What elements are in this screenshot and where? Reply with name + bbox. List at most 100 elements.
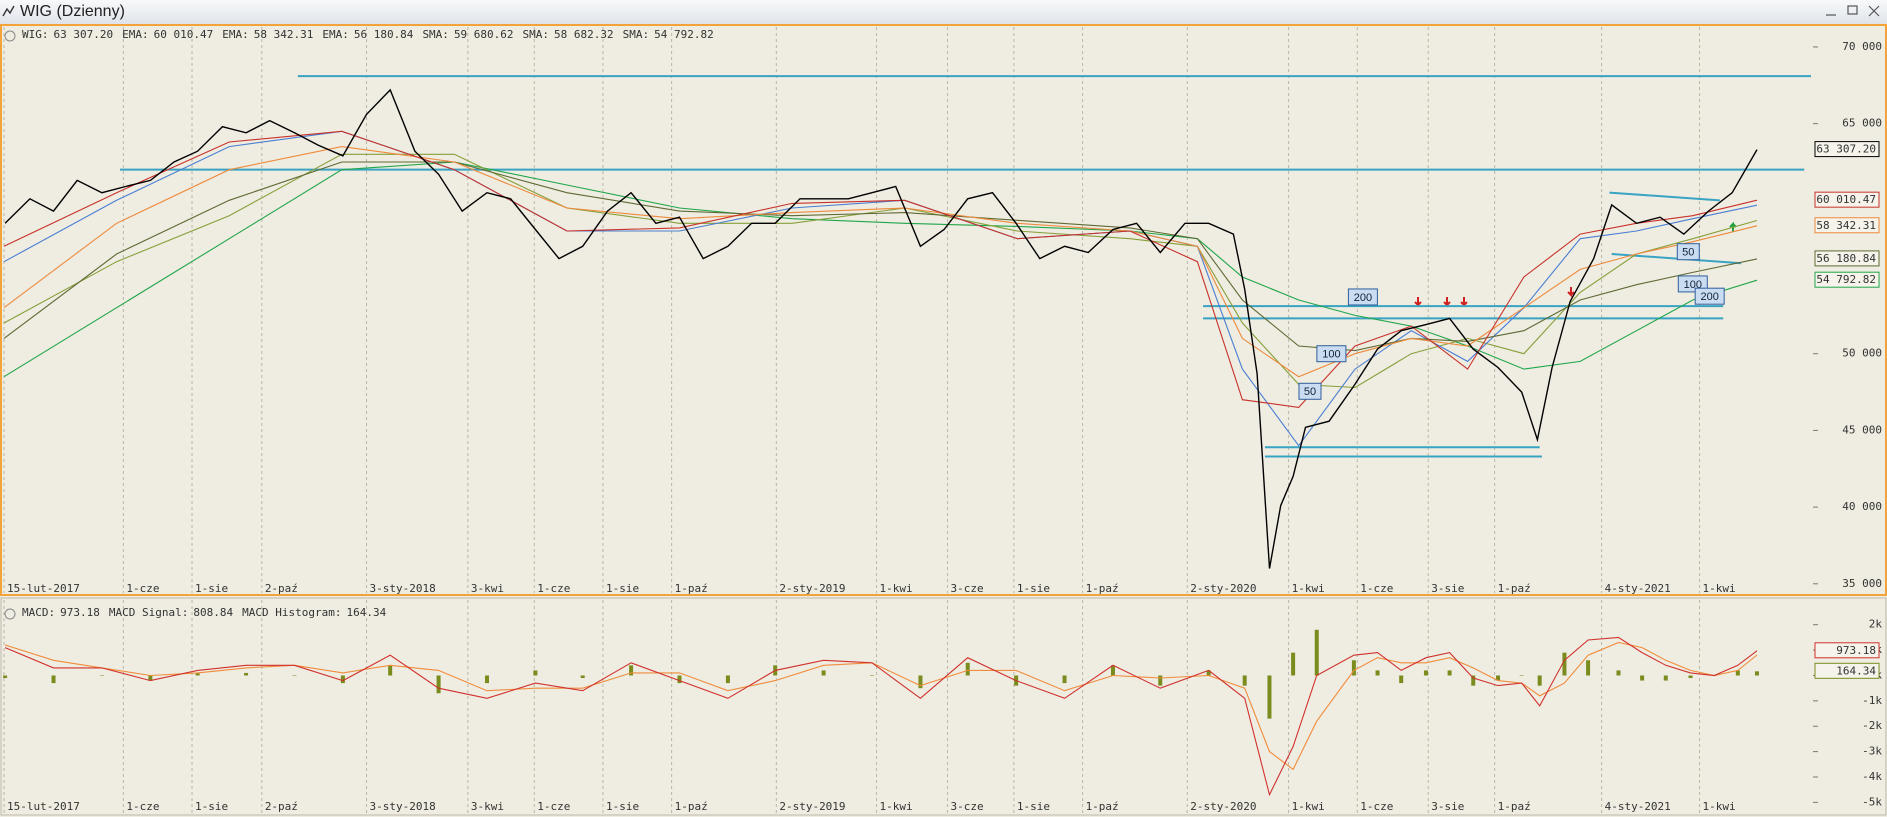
x-tick-label: 2-sty-2019 — [779, 800, 845, 813]
x-tick-label: 2-paź — [265, 582, 298, 595]
legend-value: 973.18 — [60, 606, 100, 619]
legend-name: MACD: — [22, 606, 55, 619]
last-value-label: 58 342.31 — [1816, 219, 1876, 232]
last-value-label: 56 180.84 — [1816, 252, 1876, 265]
y-tick-label: -5k — [1862, 795, 1882, 808]
x-tick-label: 3-kwi — [471, 800, 504, 813]
y-tick-label: 2k — [1869, 618, 1883, 631]
y-tick-label: 50 000 — [1842, 347, 1882, 360]
legend-name: EMA: — [322, 28, 349, 41]
price-panel — [0, 24, 1887, 596]
x-tick-label: 1-sie — [195, 582, 228, 595]
y-tick-label: 40 000 — [1842, 500, 1882, 513]
x-tick-label: 3-cze — [950, 800, 983, 813]
histogram-bar — [388, 665, 393, 676]
x-tick-label: 1-paź — [1086, 582, 1119, 595]
x-tick-label: 15-lut-2017 — [7, 800, 80, 813]
ma-marker — [1347, 288, 1378, 306]
x-tick-label: 1-cze — [537, 800, 570, 813]
ma-marker-label: 50 — [1682, 247, 1694, 259]
histogram-bar — [1754, 671, 1759, 676]
histogram-bar — [1423, 670, 1428, 676]
window-icon — [2, 5, 15, 17]
last-value-label: 63 307.20 — [1816, 143, 1876, 156]
macd-panel — [0, 597, 1887, 816]
ma-marker — [1694, 287, 1725, 305]
x-tick-label: 1-sie — [606, 800, 639, 813]
histogram-bar — [484, 675, 489, 684]
legend-name: SMA: — [523, 28, 550, 41]
histogram-bar — [1314, 629, 1319, 676]
histogram-bar — [340, 675, 345, 684]
series-line — [4, 88, 1758, 569]
x-tick-label: 1-kwi — [1292, 582, 1325, 595]
ma-marker-label: 100 — [1322, 349, 1340, 361]
last-value-box — [1814, 662, 1880, 679]
histogram-bar — [99, 675, 104, 676]
histogram-bar — [1537, 675, 1542, 686]
ma-marker — [1676, 243, 1700, 261]
histogram-bar — [1586, 660, 1591, 676]
last-value-box — [1814, 191, 1880, 208]
ma-marker-label: 50 — [1304, 386, 1316, 398]
histogram-bar — [1206, 670, 1211, 676]
last-value-box — [1814, 271, 1880, 288]
legend-name: MACD Histogram: — [242, 606, 341, 619]
x-tick-label: 1-paź — [1498, 582, 1531, 595]
histogram-bar — [870, 675, 875, 676]
x-tick-label: 2-paź — [265, 800, 298, 813]
x-tick-label: 1-cze — [1360, 800, 1393, 813]
histogram-bar — [1110, 665, 1115, 676]
last-value-box — [1814, 217, 1880, 234]
window-title: WIG (Dzienny) — [20, 3, 125, 20]
panel-icon[interactable] — [4, 30, 16, 42]
histogram-bar — [821, 670, 826, 676]
last-value-box — [1814, 642, 1880, 659]
close[interactable] — [1868, 5, 1880, 17]
y-tick-label: 70 000 — [1842, 40, 1882, 53]
legend-name: MACD Signal: — [109, 606, 188, 619]
x-tick-label: 1-sie — [606, 582, 639, 595]
x-tick-label: 3-sie — [1431, 800, 1464, 813]
histogram-bar — [1496, 675, 1501, 681]
histogram-bar — [1062, 675, 1067, 684]
x-tick-label: 4-sty-2021 — [1605, 582, 1671, 595]
last-value-box — [1814, 250, 1880, 267]
x-tick-label: 2-sty-2020 — [1190, 582, 1256, 595]
series-line — [3, 130, 1758, 408]
ma-marker-label: 200 — [1700, 291, 1718, 303]
legend-value: 59 680.62 — [454, 28, 514, 41]
last-value-label: 164.34 — [1836, 664, 1876, 677]
y-tick-label: -4k — [1862, 770, 1882, 783]
x-tick-label: 1-cze — [537, 582, 570, 595]
histogram-bar — [244, 672, 249, 676]
x-tick-label: 2-sty-2019 — [779, 582, 845, 595]
histogram-bar — [965, 662, 970, 676]
x-tick-label: 1-paź — [675, 800, 708, 813]
y-tick-label: 35 000 — [1842, 577, 1882, 590]
histogram-bar — [918, 675, 923, 689]
sell-arrow — [1567, 287, 1575, 298]
histogram-bar — [1447, 670, 1452, 676]
histogram-bar — [1242, 675, 1247, 686]
x-tick-label: 1-sie — [195, 800, 228, 813]
histogram-bar — [1158, 675, 1163, 686]
last-value-label: 60 010.47 — [1816, 193, 1876, 206]
histogram-bar — [1399, 675, 1404, 684]
x-tick-label: 4-sty-2021 — [1605, 800, 1671, 813]
histogram-bar — [629, 665, 634, 676]
x-tick-label: 1-kwi — [1703, 582, 1736, 595]
y-tick-label: -1k — [1862, 694, 1882, 707]
sell-arrow — [1443, 297, 1451, 308]
window-controls[interactable] — [1826, 5, 1880, 17]
legend-name: EMA: — [222, 28, 249, 41]
histogram-bar — [292, 675, 297, 676]
panel-icon[interactable] — [4, 608, 16, 620]
histogram-bar — [1616, 670, 1621, 676]
legend-value: 54 792.82 — [654, 28, 714, 41]
last-value-label: 973.18 — [1836, 644, 1876, 657]
x-tick-label: 15-lut-2017 — [7, 582, 80, 595]
restore[interactable] — [1847, 5, 1858, 15]
signal-arrows — [1414, 221, 1737, 308]
